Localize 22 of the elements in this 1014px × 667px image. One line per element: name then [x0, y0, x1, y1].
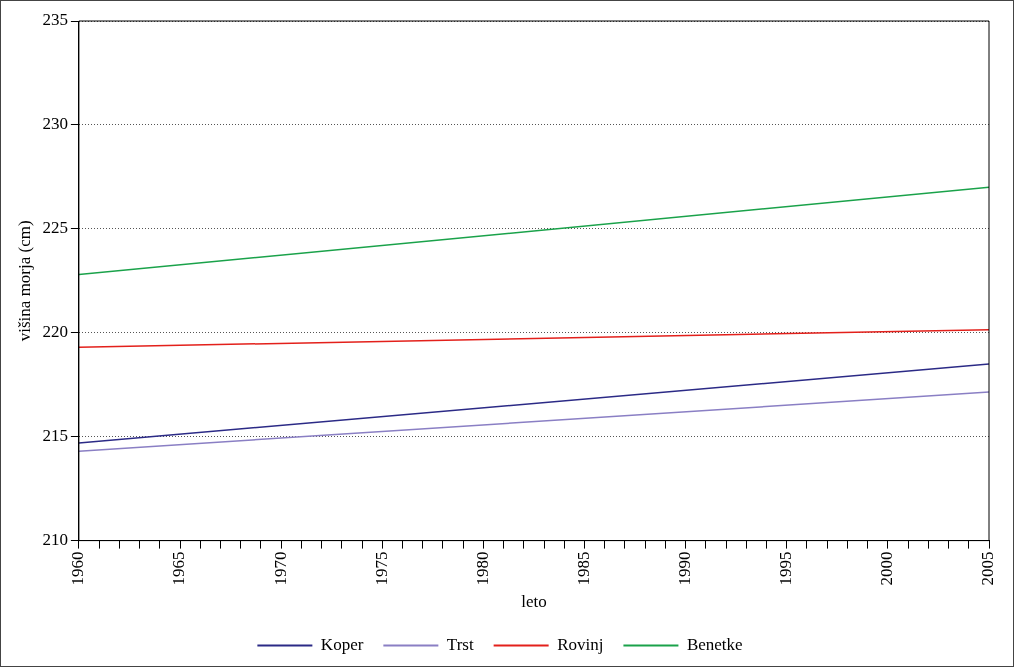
y-tick-label: 220 — [42, 322, 68, 342]
legend-label: Rovinj — [557, 634, 604, 654]
y-axis-title: višina morja (cm) — [14, 220, 34, 342]
x-tick-label: 1965 — [169, 551, 189, 586]
legend-label: Koper — [320, 634, 364, 654]
legend-label: Benetke — [686, 634, 743, 654]
y-tick-label: 215 — [42, 426, 68, 446]
x-tick-label: 2005 — [978, 551, 998, 586]
y-tick-label: 235 — [42, 10, 68, 30]
x-tick-label: 1970 — [270, 551, 290, 586]
y-tick-label: 230 — [42, 114, 68, 134]
y-tick-label: 210 — [42, 530, 68, 550]
x-tick-label: 1985 — [573, 551, 593, 586]
legend-label: Trst — [446, 634, 474, 654]
x-tick-label: 2000 — [877, 551, 897, 586]
x-tick-label: 1980 — [472, 551, 492, 586]
x-tick-label: 1995 — [776, 551, 796, 586]
x-axis-title: leto — [521, 592, 547, 612]
x-tick-label: 1975 — [371, 551, 391, 586]
x-tick-label: 1990 — [675, 551, 695, 586]
x-tick-label: 1960 — [68, 551, 88, 586]
y-tick-label: 225 — [42, 218, 68, 238]
